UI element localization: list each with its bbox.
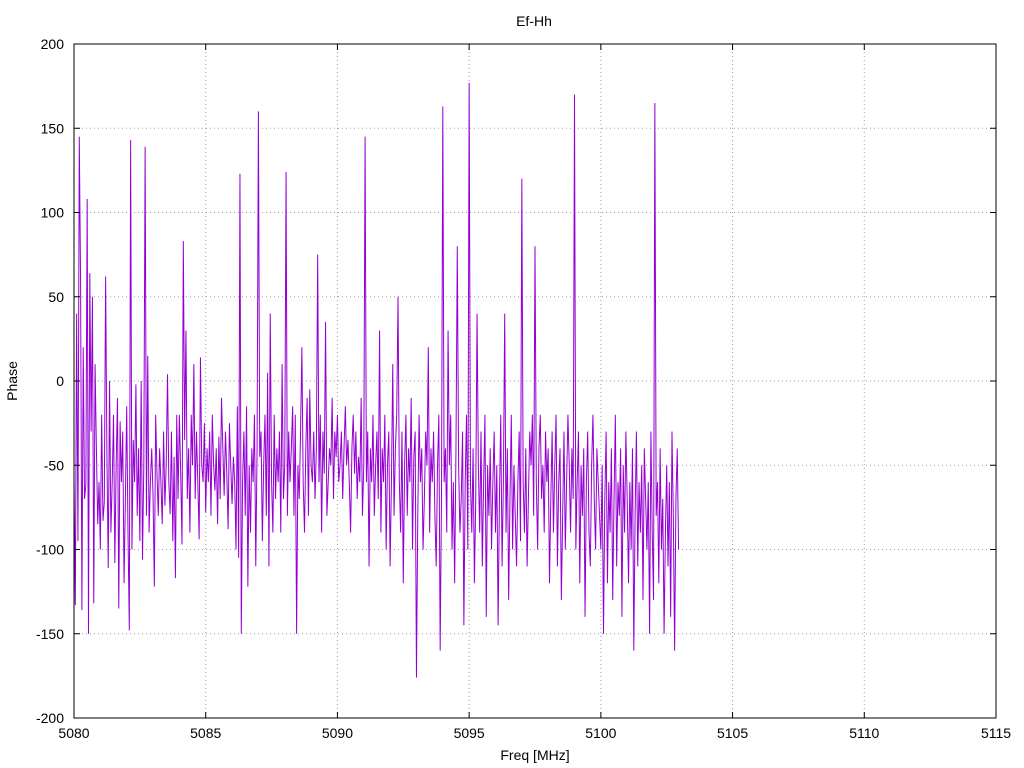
y-tick-label: -150	[36, 626, 64, 642]
x-tick-label: 5115	[981, 725, 1011, 741]
y-tick-label: 50	[48, 289, 64, 305]
phase-series-line	[73, 82, 680, 678]
axis-ticks	[73, 43, 997, 719]
x-tick-labels: 5080 5085 5090 5095 5100 5105 5110 5115	[58, 725, 1011, 741]
x-tick-label: 5090	[322, 725, 353, 741]
y-axis-label: Phase	[4, 361, 20, 401]
x-tick-label: 5100	[585, 725, 616, 741]
y-tick-label: -50	[44, 457, 64, 473]
y-tick-label: 0	[56, 373, 64, 389]
y-tick-labels: -200 -150 -100 -50 0 50 100 150 200	[36, 36, 64, 726]
x-tick-label: 5105	[717, 725, 748, 741]
chart-title: Ef-Hh	[516, 13, 552, 29]
x-tick-label: 5095	[454, 725, 485, 741]
y-tick-label: -200	[36, 710, 64, 726]
x-tick-label: 5080	[58, 725, 89, 741]
series	[73, 82, 680, 678]
y-tick-label: 150	[41, 120, 65, 136]
grid	[74, 44, 996, 718]
x-tick-label: 5110	[849, 725, 879, 741]
y-tick-label: -100	[36, 542, 64, 558]
x-axis-label: Freq [MHz]	[500, 747, 569, 763]
y-tick-label: 200	[41, 36, 65, 52]
x-tick-label: 5085	[190, 725, 221, 741]
y-tick-label: 100	[41, 205, 65, 221]
